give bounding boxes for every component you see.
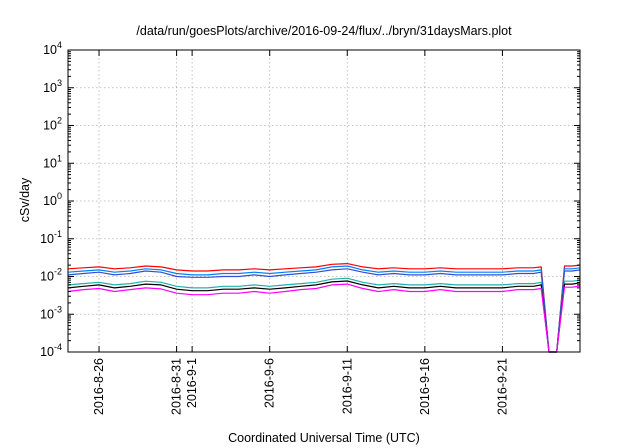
y-tick-label: 10-3 — [40, 304, 62, 321]
y-tick-label: 102 — [43, 116, 62, 133]
y-tick-label: 10-2 — [40, 267, 62, 284]
grid-layer — [68, 50, 580, 352]
chart-title: /data/run/goesPlots/archive/2016-09-24/f… — [136, 24, 512, 38]
tick-layer: 10-4 10-3 10-2 10-1 100 101 102 103 104 2016-8-26… — [40, 40, 580, 415]
y-tick-label: 10-1 — [40, 229, 62, 246]
x-tick-label: 2016-9-16 — [418, 358, 432, 415]
x-tick-label: 2016-9-21 — [495, 358, 509, 415]
x-tick-label: 2016-8-31 — [170, 358, 184, 415]
series-line-6 — [67, 283, 581, 353]
x-axis-title: Coordinated Universal Time (UTC) — [228, 431, 420, 445]
series-line-3 — [67, 268, 581, 353]
x-tick-label: 2016-9-6 — [263, 358, 277, 408]
x-tick-label: 2016-9-1 — [185, 358, 199, 408]
series-line-1 — [67, 263, 581, 353]
x-tick-label: 2016-8-26 — [92, 358, 106, 415]
series-line-5 — [67, 280, 581, 353]
series-line-2 — [67, 265, 581, 353]
y-tick-label: 103 — [43, 78, 62, 95]
y-tick-label: 100 — [43, 191, 62, 208]
series-layer — [67, 263, 581, 353]
y-tick-label: 10-4 — [40, 342, 62, 359]
y-tick-label: 101 — [43, 153, 62, 170]
series-line-4 — [67, 277, 581, 353]
y-tick-label: 104 — [43, 40, 62, 57]
x-tick-label: 2016-9-11 — [340, 358, 354, 414]
y-axis-title: cSv/day — [18, 177, 32, 222]
